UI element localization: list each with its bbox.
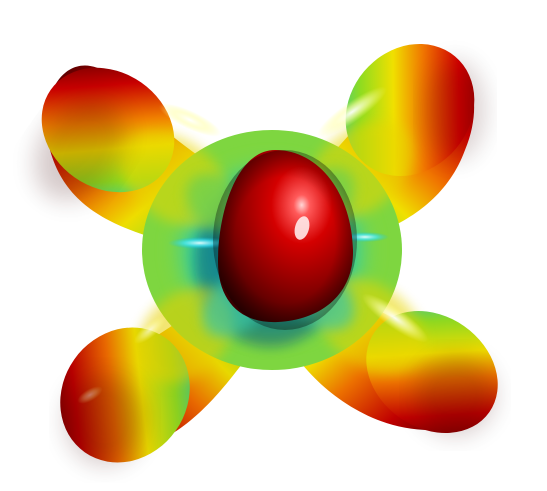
specular-top-left <box>158 103 222 137</box>
central-ball-group <box>213 150 357 330</box>
specular-bottom-right <box>361 293 429 343</box>
specular-bottom-left <box>134 316 166 344</box>
lobe-shading <box>34 60 495 465</box>
specular-top-right <box>317 86 387 138</box>
central-ball-rim <box>213 150 357 330</box>
